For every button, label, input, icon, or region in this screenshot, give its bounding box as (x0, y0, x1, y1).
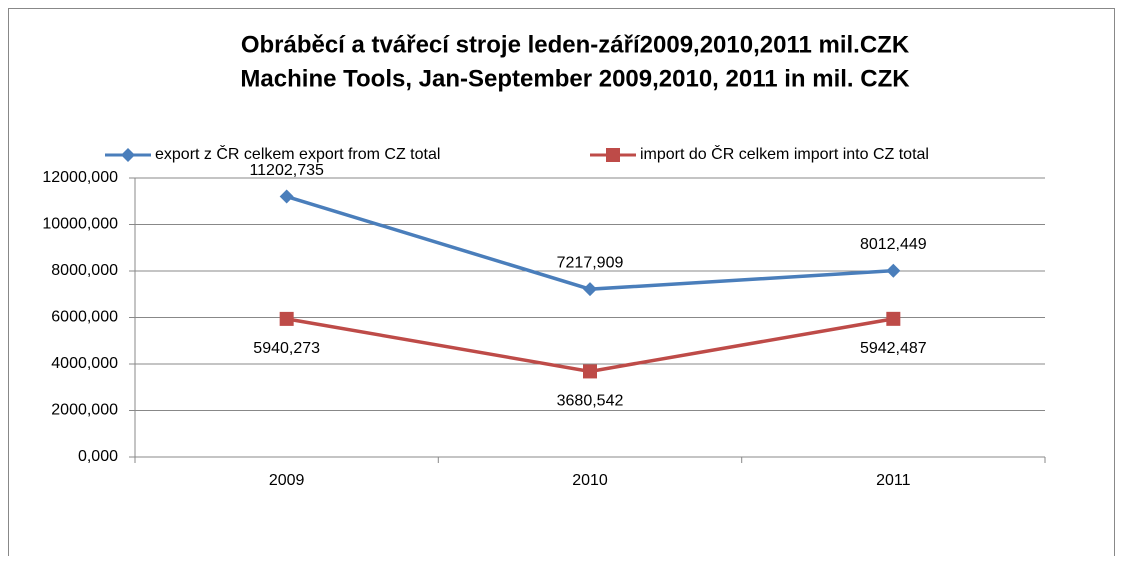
y-tick-label: 12000,000 (42, 169, 118, 186)
data-label: 5940,273 (253, 340, 320, 357)
data-label: 7217,909 (557, 254, 624, 271)
data-label: 8012,449 (860, 236, 927, 253)
point-marker (583, 364, 597, 379)
point-marker (886, 263, 901, 278)
point-marker (886, 311, 901, 326)
legend-marker (121, 148, 135, 162)
y-tick-label: 6000,000 (51, 309, 118, 326)
y-tick-label: 8000,000 (51, 262, 118, 279)
y-tick-label: 2000,000 (51, 402, 118, 419)
legend-label: export z ČR celkem export from CZ total (155, 144, 440, 163)
chart-title: Obráběcí a tvářecí stroje leden-září2009… (241, 31, 910, 58)
category-dividers (134, 457, 1046, 463)
point-marker (279, 189, 294, 204)
y-tick-label: 0,000 (78, 448, 118, 465)
legend-label: import do ČR celkem import into CZ total (640, 144, 929, 163)
chart-subtitle: Machine Tools, Jan-September 2009,2010, … (240, 65, 910, 92)
x-tick-label: 2009 (269, 472, 305, 489)
point-marker (583, 282, 597, 297)
x-tick-label: 2011 (876, 472, 911, 489)
data-label: 3680,542 (557, 393, 624, 410)
y-tick-label: 4000,000 (51, 355, 118, 372)
point-marker (279, 311, 294, 326)
data-label: 5942,487 (860, 340, 927, 357)
chart-border (8, 8, 1115, 561)
legend-marker (606, 148, 620, 162)
x-tick-label: 2010 (572, 472, 608, 489)
data-label: 11202,735 (249, 162, 324, 179)
y-tick-label: 10000,000 (42, 216, 118, 233)
